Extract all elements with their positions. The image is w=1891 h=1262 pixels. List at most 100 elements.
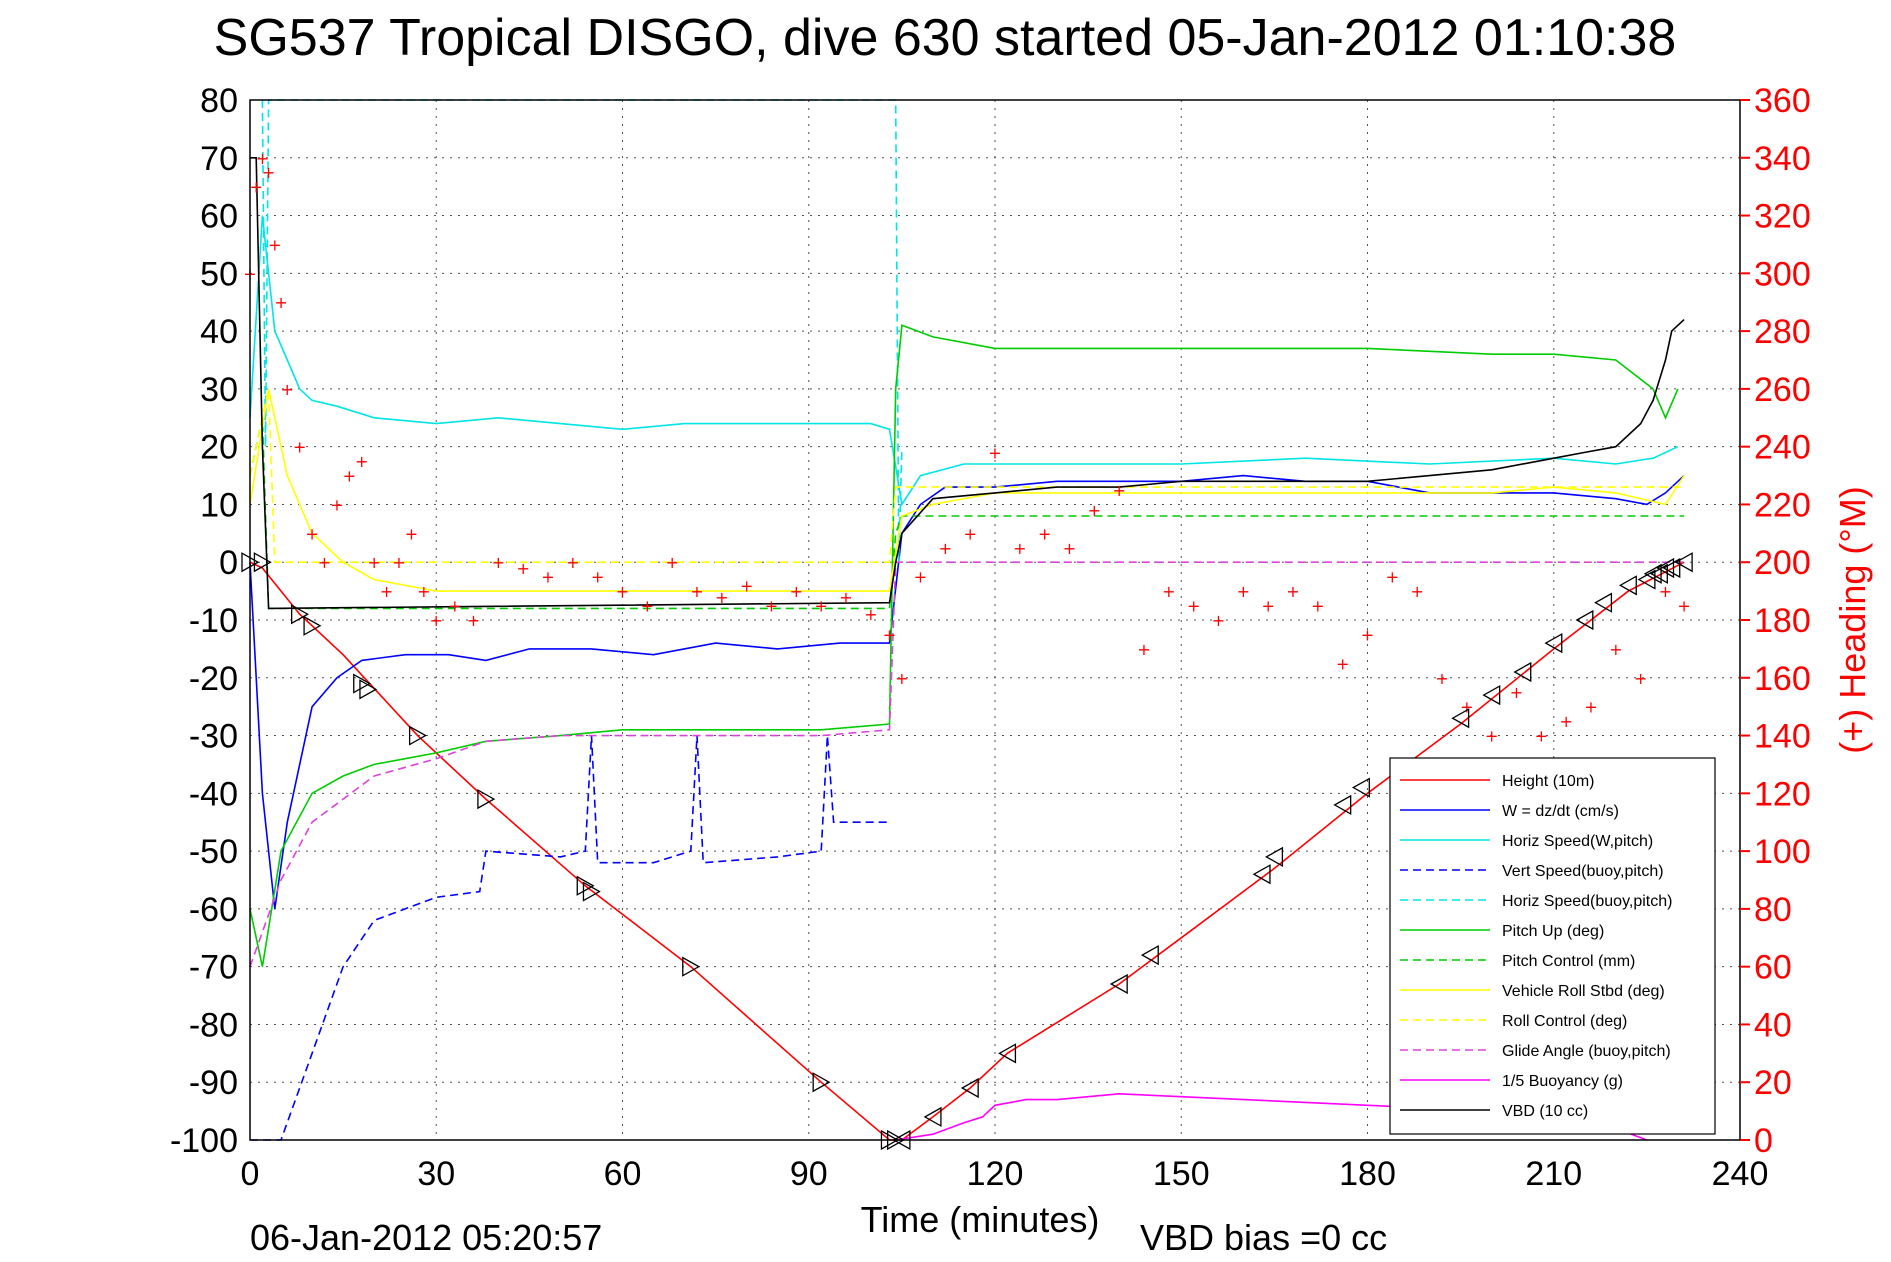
heading-point: + [690,582,703,601]
series-line-2 [249,215,1679,507]
legend-label: W = dz/dt (cm/s) [1502,803,1619,820]
heading-layer: ++++++++++++++++++++++ + +++++++ +++++ +++++… [243,149,1691,746]
heading-point: + [1088,501,1101,520]
descent-marker [682,956,701,977]
heading-point: + [305,524,318,543]
y-tick-label: -20 [189,660,238,698]
y-tick-label: -70 [189,949,238,987]
x-tick-label: 120 [967,1155,1024,1193]
descent-marker [576,875,595,896]
right-y-tick-label: 120 [1754,775,1811,813]
heading-point: + [1659,582,1672,601]
x-tick-label: 240 [1712,1155,1769,1193]
vbd-bias-note: VBD bias =0 cc [1140,1217,1387,1258]
heading-point: + [1137,640,1150,659]
ascent-marker [1643,563,1662,584]
right-y-tick-label: 300 [1754,255,1811,293]
heading-point: + [814,597,827,616]
heading-point: + [665,553,678,572]
ascent-marker [1109,973,1128,995]
right-y-tick-label: 240 [1754,429,1811,467]
heading-point: + [1677,597,1690,616]
legend-label: Pitch Control (mm) [1502,953,1635,970]
ascent-marker [1252,864,1271,885]
heading-point: + [566,553,579,572]
ascent-marker [1544,632,1563,654]
right-y-tick-label: 40 [1754,1006,1792,1044]
heading-point: + [1634,669,1647,688]
chart-title: SG537 Tropical DISGO, dive 630 started 0… [214,9,1677,67]
y-tick-label: -60 [189,891,238,929]
heading-point: + [430,611,443,630]
heading-point: + [1386,568,1399,587]
heading-point: + [963,524,976,543]
legend-label: VBD (10 cc) [1502,1103,1588,1120]
right-y-tick-label: 340 [1754,140,1811,178]
right-y-tick-label: 180 [1754,602,1811,640]
heading-point: + [1261,597,1274,616]
legend-box [1389,757,1716,1135]
heading-point: + [405,524,418,543]
y-tick-label: -50 [189,833,238,871]
y-tick-label: 0 [219,544,238,582]
ascent-marker [923,1106,942,1128]
x-axis-label: Time (minutes) [861,1199,1100,1240]
heading-point: + [914,568,927,587]
heading-point: + [1435,669,1448,688]
legend-label: Glide Angle (buoy,pitch) [1502,1043,1671,1060]
right-y-axis-label: (+) Heading (°M) [1832,486,1873,753]
descent-marker [253,552,272,573]
heading-point: + [448,597,461,616]
heading-point: + [1510,683,1523,702]
series-line-9 [249,561,1685,967]
heading-point: + [492,553,505,572]
ascent-marker [1140,944,1159,966]
y-tick-label: -100 [170,1122,238,1160]
ascent-marker [1451,708,1470,729]
tick-layer: 0 30 60 90 120 150 180 210 24080706050403020100-… [170,82,1811,1193]
heading-point: + [1112,481,1125,500]
right-y-tick-label: 160 [1754,660,1811,698]
ascent-marker [1674,552,1693,573]
ascent-marker [960,1077,979,1099]
descent-marker [291,604,309,625]
y-tick-label: -30 [189,718,238,756]
heading-point: + [274,293,287,312]
heading-point: + [1311,597,1324,616]
heading-point: + [256,149,269,168]
y-tick-label: -80 [189,1006,238,1044]
x-tick-label: 0 [241,1155,260,1193]
descent-marker [408,725,427,746]
heading-point: + [250,178,263,197]
heading-point: + [1162,582,1175,601]
right-y-tick-label: 260 [1754,371,1811,409]
heading-point: + [330,495,343,514]
x-tick-label: 60 [604,1155,642,1193]
heading-point: + [516,559,529,578]
y-tick-label: 40 [200,313,238,351]
legend-label: Roll Control (deg) [1502,1013,1627,1030]
legend-label: Height (10m) [1502,773,1594,790]
heading-point: + [790,582,803,601]
series-line-6 [249,417,1685,610]
heading-point: + [988,443,1001,462]
heading-point: + [380,582,393,601]
heading-point: + [318,553,331,572]
heading-point: + [1584,698,1597,717]
y-tick-label: 30 [200,371,238,409]
heading-point: + [1535,727,1548,746]
legend-label: Vehicle Roll Stbd (deg) [1502,983,1665,1000]
heading-point: + [641,597,654,616]
series-line-5 [249,324,1679,967]
right-y-tick-label: 20 [1754,1064,1792,1102]
heading-point: + [1336,654,1349,673]
right-y-tick-label: 100 [1754,833,1811,871]
ascent-marker [1351,777,1370,798]
series-line-7 [249,388,1685,592]
heading-point: + [541,568,554,587]
heading-point: + [864,605,877,624]
heading-point: + [1237,582,1250,601]
y-tick-label: 20 [200,429,238,467]
legend-label: Vert Speed(buoy,pitch) [1502,863,1664,880]
